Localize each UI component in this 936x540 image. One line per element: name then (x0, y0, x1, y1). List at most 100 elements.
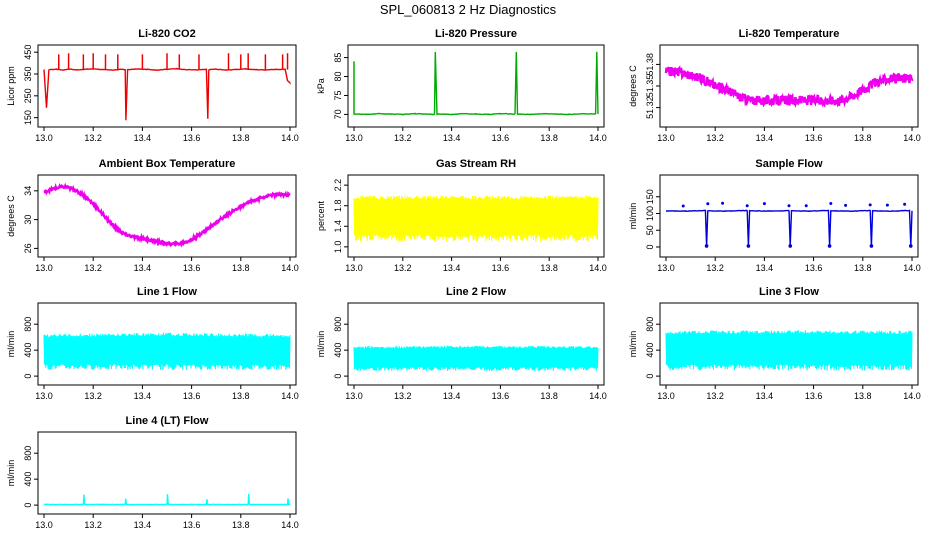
x-tick-label: 13.6 (183, 520, 201, 530)
x-tick-label: 13.4 (756, 391, 774, 401)
plot-frame (659, 302, 919, 386)
data-point (746, 244, 751, 248)
y-tick-label: 0 (23, 374, 33, 379)
data-point (706, 202, 710, 206)
series-band-line1 (43, 332, 291, 370)
x-tick-label: 13.8 (540, 391, 558, 401)
x-tick-label: 14.0 (589, 391, 607, 401)
data-point (681, 204, 685, 208)
y-axis-label: Licor ppm (6, 66, 16, 106)
data-point (869, 244, 874, 248)
y-axis-label: degrees C (6, 195, 16, 237)
plot-frame (37, 174, 297, 258)
x-tick-label: 13.6 (805, 391, 823, 401)
data-point (788, 244, 793, 248)
series-line-co2 (43, 67, 291, 121)
y-tick-label: 34 (23, 186, 33, 196)
data-point (844, 203, 848, 207)
chart-panel-sample_flow: Sample Flow ml/min 13.0 13.2 13.4 13.6 13.8 14.… (628, 158, 921, 273)
series-line-box_temp (43, 182, 291, 248)
x-tick-label: 13.6 (183, 391, 201, 401)
y-tick-label: 50 (645, 225, 655, 235)
series-line-line4 (43, 493, 291, 506)
plot-frame (37, 302, 297, 386)
x-tick-label: 13.8 (854, 391, 872, 401)
series-line-pressure (353, 51, 599, 116)
x-tick-label: 13.4 (134, 263, 152, 273)
data-point (787, 204, 791, 208)
chart-title: Line 3 Flow (759, 286, 819, 298)
series-band-line3 (665, 330, 913, 371)
x-tick-label: 13.4 (443, 263, 461, 273)
chart-panel-rh: Gas Stream RH percent 13.0 13.2 13.4 13.6 13.8… (316, 158, 607, 273)
plot-frame (347, 44, 605, 128)
x-tick-label: 14.0 (281, 391, 299, 401)
x-tick-label: 13.6 (492, 391, 510, 401)
plot-area (43, 332, 291, 370)
x-tick-label: 13.8 (854, 263, 872, 273)
x-tick-label: 13.2 (706, 133, 724, 143)
x-tick-label: 13.0 (345, 263, 363, 273)
x-tick-label: 14.0 (281, 520, 299, 530)
y-tick-label: 800 (645, 317, 655, 332)
y-tick-label: 26 (23, 243, 33, 253)
x-tick-label: 14.0 (903, 391, 921, 401)
x-tick-label: 13.2 (394, 263, 412, 273)
y-tick-label: 150 (645, 189, 655, 204)
y-tick-label: 1.8 (333, 199, 343, 212)
plot-area (664, 65, 914, 108)
y-axis-label: ml/min (628, 331, 638, 358)
x-tick-label: 13.4 (134, 133, 152, 143)
y-tick-label: 80 (333, 72, 343, 82)
y-tick-label: 1.0 (333, 241, 343, 254)
chart-title: Gas Stream RH (436, 158, 516, 170)
data-point (804, 204, 808, 208)
y-tick-label: 0 (23, 503, 33, 508)
x-tick-label: 13.8 (232, 133, 250, 143)
plot-area (353, 345, 599, 371)
y-axis-label: ml/min (316, 331, 326, 358)
x-tick-label: 13.8 (854, 133, 872, 143)
y-axis-label: kPa (316, 78, 326, 94)
chart-panel-line2: Line 2 Flow ml/min 13.0 13.2 13.4 13.6 13.8 14.… (316, 286, 607, 401)
plot-area (43, 53, 291, 121)
y-tick-label: 800 (23, 317, 33, 332)
plot-frame (347, 174, 605, 258)
plot-area (353, 51, 599, 116)
x-tick-label: 13.2 (84, 391, 102, 401)
y-tick-label: 75 (333, 90, 343, 100)
y-tick-label: 400 (23, 472, 33, 487)
chart-title: Li-820 CO2 (138, 28, 195, 40)
x-tick-label: 13.8 (232, 520, 250, 530)
x-tick-label: 13.8 (540, 133, 558, 143)
x-tick-label: 14.0 (589, 133, 607, 143)
plot-area (43, 493, 291, 506)
chart-panel-licor_temp: Li-820 Temperature degrees C 13.0 13.2 13.4 1… (628, 28, 921, 143)
y-tick-label: 0 (645, 374, 655, 379)
chart-panel-line1: Line 1 Flow ml/min 13.0 13.2 13.4 13.6 13.8 14.… (6, 286, 299, 401)
y-tick-label: 100 (645, 206, 655, 221)
chart-title: Line 1 Flow (137, 286, 197, 298)
chart-title: Line 4 (LT) Flow (126, 415, 209, 427)
chart-panel-co2: Li-820 CO2 Licor ppm 13.0 13.2 13.4 13.6 13.8 1… (6, 28, 299, 143)
x-tick-label: 13.0 (345, 133, 363, 143)
chart-panel-box_temp: Ambient Box Temperature degrees C 13.0 13.2… (6, 158, 299, 273)
chart-title: Line 2 Flow (446, 286, 506, 298)
y-tick-label: 51.35 (645, 75, 655, 98)
x-tick-label: 13.0 (35, 520, 53, 530)
x-tick-label: 13.4 (134, 520, 152, 530)
x-tick-label: 13.4 (443, 133, 461, 143)
chart-panel-pressure: Li-820 Pressure kPa 13.0 13.2 13.4 13.6 13.8 14… (316, 28, 607, 143)
figure-title: SPL_060813 2 Hz Diagnostics (380, 2, 557, 17)
plot-area (665, 330, 913, 371)
x-tick-label: 13.2 (394, 133, 412, 143)
x-tick-label: 13.0 (657, 133, 675, 143)
x-tick-label: 13.2 (84, 263, 102, 273)
x-tick-label: 14.0 (589, 263, 607, 273)
x-tick-label: 14.0 (281, 133, 299, 143)
x-tick-label: 13.8 (232, 263, 250, 273)
x-tick-label: 13.0 (345, 391, 363, 401)
y-tick-label: 85 (333, 53, 343, 63)
y-tick-label: 2.2 (333, 179, 343, 192)
